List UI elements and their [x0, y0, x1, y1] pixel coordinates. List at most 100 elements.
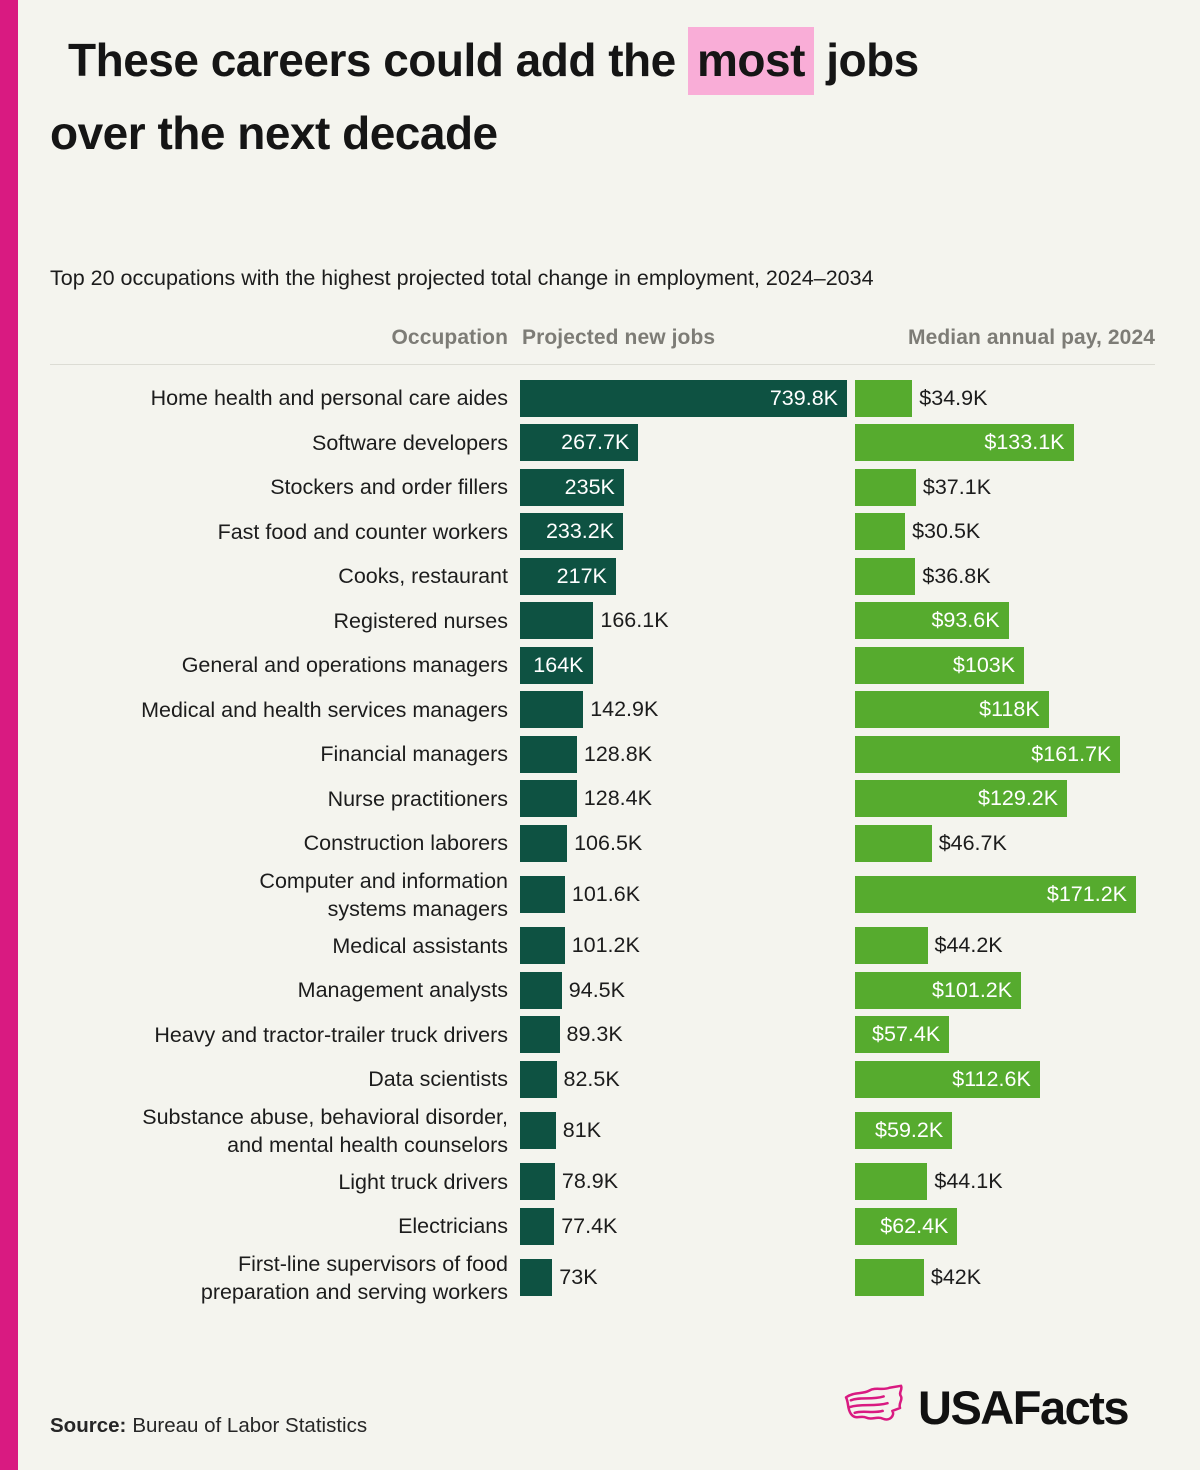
- jobs-bar: 235K: [520, 468, 624, 506]
- occupation-label: Financial managers: [320, 742, 508, 767]
- pay-bar: $57.4K: [855, 1016, 950, 1054]
- pay-bar-cell: $42K: [855, 1259, 1155, 1296]
- jobs-bar-cell: 81K: [520, 1112, 855, 1149]
- pay-bar: [855, 1259, 924, 1296]
- jobs-value-label: 233.2K: [545, 519, 615, 544]
- jobs-bar: 164K: [520, 646, 593, 684]
- jobs-value-label: 78.9K: [561, 1169, 619, 1194]
- pay-bar: $118K: [855, 691, 1049, 729]
- chart-subtitle: Top 20 occupations with the highest proj…: [50, 266, 874, 290]
- pay-bar-cell: $103K: [855, 646, 1155, 684]
- pay-bar-cell: $112.6K: [855, 1060, 1155, 1098]
- pay-value-label: $171.2K: [1046, 882, 1127, 906]
- occupation-label: Light truck drivers: [338, 1169, 508, 1194]
- jobs-bar-cell: 164K: [520, 646, 855, 684]
- pay-value-label: $161.7K: [1031, 741, 1112, 766]
- jobs-bar: [520, 927, 565, 965]
- pay-value-label: $44.2K: [934, 933, 1003, 958]
- pay-bar: $161.7K: [855, 735, 1121, 773]
- jobs-bar: [520, 735, 577, 773]
- occupation-label: Substance abuse, behavioral disorder, an…: [142, 1104, 508, 1157]
- jobs-bar: [520, 1207, 555, 1245]
- jobs-bar-cell: 82.5K: [520, 1060, 855, 1098]
- jobs-value-label: 235K: [564, 474, 615, 499]
- pay-value-label: $30.5K: [912, 519, 981, 544]
- pay-bar-cell: $118K: [855, 691, 1155, 729]
- occupation-label: Medical and health services managers: [141, 697, 508, 722]
- pay-bar-cell: $46.7K: [855, 824, 1155, 862]
- occupation-label: Management analysts: [297, 978, 508, 1003]
- occupation-label: Cooks, restaurant: [338, 564, 508, 589]
- occupation-label: Heavy and tractor-trailer truck drivers: [154, 1022, 508, 1047]
- chart-row: Management analysts 94.5K $101.2K: [50, 968, 1155, 1013]
- jobs-bar: 739.8K: [520, 379, 847, 417]
- chart-row: First-line supervisors of food preparati…: [50, 1249, 1155, 1307]
- pay-value-label: $129.2K: [977, 786, 1059, 811]
- jobs-value-label: 101.2K: [571, 933, 640, 958]
- pay-bar-cell: $133.1K: [855, 424, 1155, 462]
- pay-value-label: $133.1K: [984, 430, 1065, 455]
- jobs-value-label: 89.3K: [566, 1022, 623, 1047]
- jobs-value-label: 73K: [559, 1265, 598, 1289]
- jobs-bar: [520, 602, 594, 640]
- pay-bar: $112.6K: [855, 1060, 1040, 1098]
- jobs-bar-cell: 101.6K: [520, 876, 855, 913]
- jobs-value-label: 142.9K: [590, 697, 659, 722]
- jobs-bar-cell: 128.4K: [520, 780, 855, 818]
- jobs-value-label: 128.8K: [583, 741, 653, 766]
- chart-rows: Home health and personal care aides 739.8…: [50, 376, 1155, 1307]
- pay-value-label: $46.7K: [938, 830, 1007, 855]
- jobs-bar-cell: 739.8K: [520, 379, 855, 417]
- chart-row: Cooks, restaurant 217K $36.8K: [50, 554, 1155, 599]
- chart-row: Medical and health services managers 142.…: [50, 688, 1155, 733]
- occupation-label: Medical assistants: [332, 933, 508, 958]
- pay-bar-cell: $161.7K: [855, 735, 1155, 773]
- chart-row: Financial managers 128.8K $161.7K: [50, 732, 1155, 777]
- jobs-bar-cell: 217K: [520, 557, 855, 595]
- pay-bar: $62.4K: [855, 1207, 958, 1245]
- occupation-label: Construction laborers: [303, 831, 508, 856]
- pay-bar: [855, 513, 906, 551]
- occupation-label: Electricians: [398, 1214, 508, 1239]
- jobs-bar-cell: 106.5K: [520, 824, 855, 862]
- pay-bar: $171.2K: [855, 876, 1136, 913]
- pay-bar: [855, 379, 913, 417]
- chart-row: Medical assistants 101.2K $44.2K: [50, 924, 1155, 969]
- jobs-bar-cell: 128.8K: [520, 735, 855, 773]
- occupation-label: First-line supervisors of food preparati…: [200, 1251, 508, 1304]
- occupation-label: Computer and information systems manager…: [259, 868, 508, 921]
- header-projected-jobs: Projected new jobs: [522, 326, 716, 349]
- source-note: Source: Bureau of Labor Statistics: [50, 1414, 367, 1438]
- chart-row: General and operations managers 164K $103K: [50, 643, 1155, 688]
- accent-stripe: [0, 0, 18, 1470]
- jobs-value-label: 217K: [556, 563, 607, 588]
- pay-value-label: $101.2K: [931, 977, 1013, 1002]
- jobs-bar-cell: 73K: [520, 1259, 855, 1296]
- jobs-bar-cell: 166.1K: [520, 602, 855, 640]
- chart-row: Fast food and counter workers 233.2K $30.5…: [50, 510, 1155, 555]
- chart-row: Data scientists 82.5K $112.6K: [50, 1057, 1155, 1102]
- pay-value-label: $36.8K: [922, 563, 991, 588]
- title-highlight: most: [688, 27, 814, 95]
- pay-bar: $103K: [855, 646, 1025, 684]
- pay-bar-cell: $34.9K: [855, 379, 1155, 417]
- pay-bar: $129.2K: [855, 780, 1068, 818]
- jobs-bar-cell: 94.5K: [520, 971, 855, 1009]
- pay-bar-cell: $129.2K: [855, 780, 1155, 818]
- chart-row: Software developers 267.7K $133.1K: [50, 421, 1155, 466]
- jobs-value-label: 81K: [562, 1118, 602, 1142]
- jobs-value-label: 164K: [533, 652, 584, 677]
- jobs-bar-cell: 101.2K: [520, 927, 855, 965]
- occupation-label: Fast food and counter workers: [217, 519, 508, 544]
- jobs-value-label: 128.4K: [583, 786, 652, 811]
- title-post: jobs: [813, 34, 919, 86]
- jobs-bar: [520, 1112, 556, 1149]
- jobs-value-label: 77.4K: [561, 1213, 618, 1238]
- source-text: Bureau of Labor Statistics: [132, 1414, 368, 1437]
- jobs-value-label: 166.1K: [600, 608, 669, 633]
- pay-value-label: $42K: [930, 1265, 982, 1289]
- pay-bar: $101.2K: [855, 971, 1022, 1009]
- occupation-label: Data scientists: [368, 1067, 508, 1092]
- title-line2: over the next decade: [50, 107, 498, 159]
- jobs-bar: [520, 824, 568, 862]
